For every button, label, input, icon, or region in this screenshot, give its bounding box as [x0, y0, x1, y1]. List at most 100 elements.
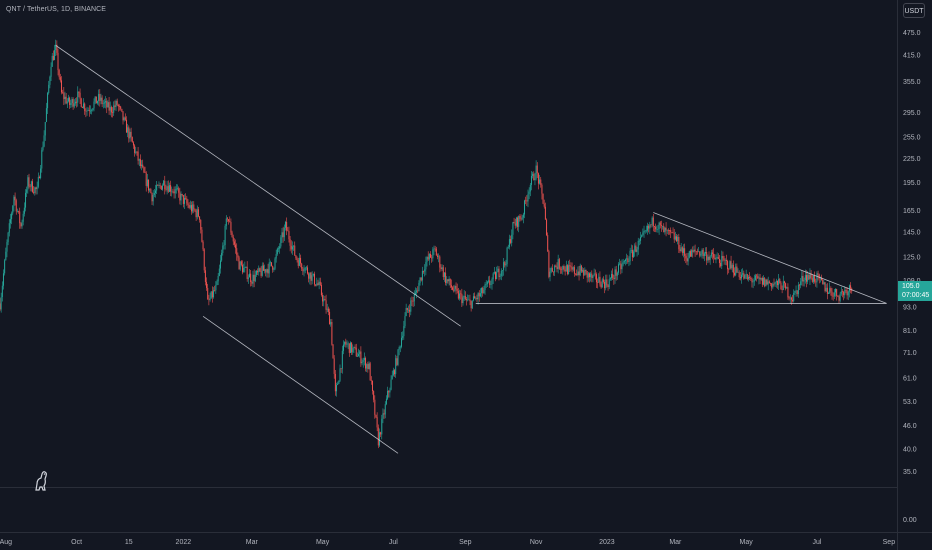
- candle-body: [330, 321, 332, 325]
- candle-body: [831, 291, 833, 297]
- trendline[interactable]: [653, 212, 887, 304]
- candle-body: [434, 248, 436, 250]
- candle-body: [470, 301, 472, 309]
- candle-body: [524, 200, 526, 215]
- candle-body: [194, 209, 196, 211]
- last-price-value: 105.0: [902, 283, 920, 290]
- candle-body: [782, 281, 784, 290]
- candle-body: [569, 265, 571, 267]
- candle-body: [76, 101, 78, 103]
- candle-body: [418, 282, 420, 292]
- candle-body: [794, 290, 796, 293]
- candle-body: [584, 269, 586, 276]
- candle-body: [2, 273, 4, 286]
- candle-body: [404, 316, 406, 327]
- candle-body: [453, 289, 455, 291]
- candle-body: [219, 260, 221, 269]
- candle-body: [566, 265, 568, 274]
- candle-body: [657, 228, 659, 230]
- candle-body: [825, 287, 827, 292]
- candle-body: [587, 273, 589, 278]
- candle-body: [612, 273, 614, 278]
- candle-body: [153, 193, 155, 195]
- candle-body: [811, 278, 813, 282]
- trendline-drawings[interactable]: [55, 45, 887, 454]
- candle-body: [592, 275, 594, 279]
- candle-body: [238, 257, 240, 270]
- trendline[interactable]: [55, 45, 461, 327]
- bar-countdown: 07:00:45: [902, 292, 930, 299]
- candle-body: [534, 178, 536, 181]
- candle-body: [768, 281, 770, 284]
- candle-body: [426, 256, 428, 263]
- candle-body: [496, 272, 498, 280]
- candle-body: [211, 291, 213, 298]
- candle-body: [746, 274, 748, 280]
- candle-body: [52, 55, 54, 60]
- candle-body: [701, 249, 703, 254]
- price-axis[interactable]: 475.0 415.0 355.0 295.0 255.0 225.0 195.0 165.0…: [903, 30, 921, 524]
- candle-body: [113, 105, 115, 113]
- candle-body: [752, 281, 754, 283]
- candle-body: [586, 271, 588, 278]
- candle-body: [455, 285, 457, 289]
- symbol-title[interactable]: QNT / TetherUS, 1D, BINANCE: [6, 6, 107, 13]
- candle-body: [729, 261, 731, 270]
- candle-body: [494, 272, 496, 280]
- candle-body: [210, 291, 212, 299]
- price-tick-label: 81.0: [903, 328, 917, 335]
- candle-body: [394, 370, 396, 375]
- candle-body: [580, 265, 582, 272]
- candle-body: [467, 299, 469, 301]
- candle-body: [286, 221, 288, 231]
- candle-body: [61, 80, 63, 93]
- candle-body: [741, 274, 743, 279]
- candle-body: [454, 285, 456, 291]
- candle-body: [71, 99, 73, 103]
- price-tick-label: 53.0: [903, 399, 917, 406]
- candle-body: [800, 281, 802, 286]
- candle-body: [816, 273, 818, 283]
- candle-body: [745, 274, 747, 275]
- candle-body: [650, 224, 652, 226]
- candle-body: [738, 272, 740, 278]
- candle-body: [367, 364, 369, 369]
- currency-badge[interactable]: USDT: [903, 3, 925, 18]
- tradingview-dinosaur-icon[interactable]: [33, 470, 49, 492]
- candle-body: [90, 110, 92, 112]
- candle-body: [64, 96, 66, 100]
- candle-body: [518, 216, 520, 227]
- candle-body: [348, 343, 350, 353]
- candle-body: [85, 110, 87, 112]
- candle-body: [251, 282, 253, 284]
- candle-body: [543, 203, 545, 207]
- candle-body: [433, 248, 435, 250]
- candle-body: [595, 274, 597, 283]
- candle-body: [847, 291, 849, 296]
- candle-body: [549, 271, 551, 277]
- trendline[interactable]: [202, 315, 399, 454]
- candle-body: [355, 347, 357, 357]
- candle-body: [430, 253, 432, 258]
- candle-body: [230, 222, 232, 233]
- candle-body: [780, 282, 782, 290]
- candle-body: [137, 151, 139, 161]
- candle-body: [739, 277, 741, 279]
- candle-body: [128, 127, 130, 139]
- candle-body: [45, 108, 47, 122]
- candle-body: [287, 230, 289, 232]
- candle-body: [846, 290, 848, 296]
- price-tick-label: 225.0: [903, 156, 921, 163]
- candle-body: [406, 307, 408, 311]
- candle-body: [240, 261, 242, 265]
- candle-body: [500, 270, 502, 276]
- candle-body: [438, 256, 440, 258]
- candle-body: [459, 293, 461, 299]
- candle-body: [824, 282, 826, 292]
- time-axis[interactable]: Aug Oct 15 2022 Mar May Jul Sep Nov 2023 Mar May Jul…: [0, 539, 895, 546]
- candle-body: [578, 271, 580, 276]
- candle-body: [203, 249, 205, 271]
- candle-body: [760, 278, 762, 280]
- candle-body: [158, 185, 160, 186]
